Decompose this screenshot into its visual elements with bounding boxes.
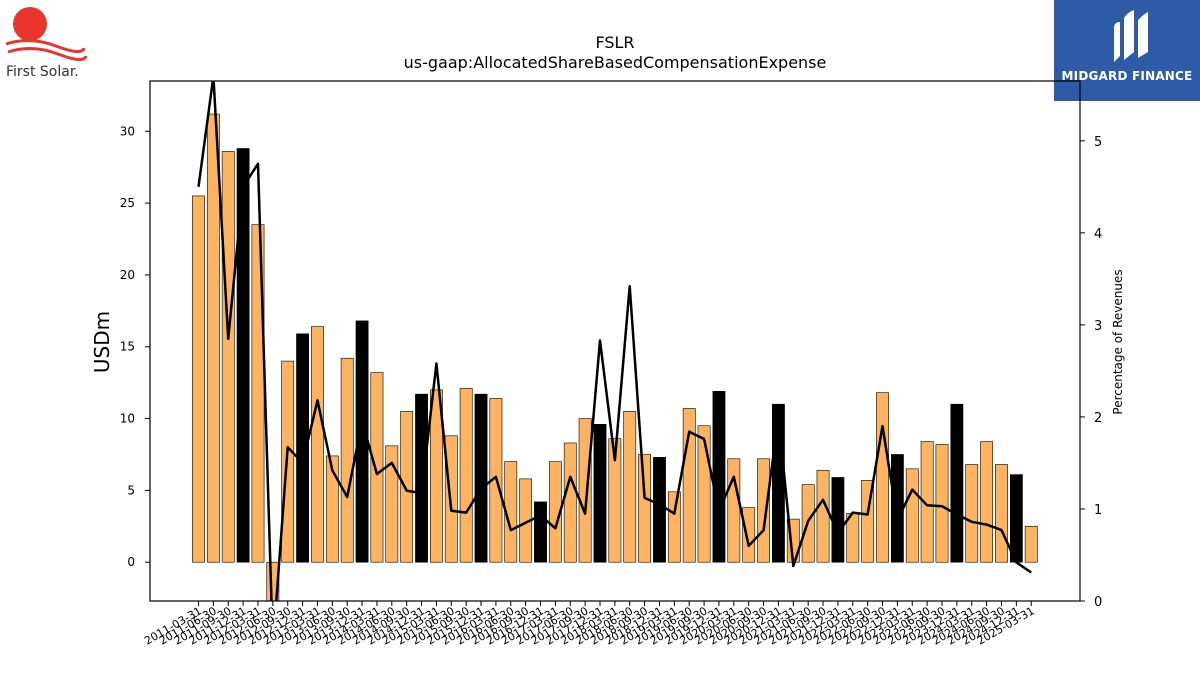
bar (430, 389, 443, 563)
bar (325, 455, 339, 563)
y-tick-label: 25 (120, 196, 135, 210)
bar (192, 195, 205, 563)
midgard-mark-icon (1054, 0, 1200, 101)
y-tick-label: 10 (120, 412, 135, 426)
axes: 0510152025300123452011-03-312011-06-3020… (120, 80, 1102, 648)
y2-tick-label: 0 (1094, 595, 1102, 610)
bar (697, 425, 711, 563)
bar (1024, 526, 1038, 563)
y2-tick-label: 1 (1094, 503, 1102, 518)
percentage-line (197, 81, 1032, 601)
y-tick-label: 20 (120, 268, 135, 282)
bar (474, 393, 488, 563)
y-tick-label: 0 (127, 555, 135, 569)
bar (370, 372, 384, 563)
bar (965, 464, 979, 563)
bar (340, 357, 354, 563)
bar (980, 441, 994, 563)
y-tick-label: 30 (120, 124, 135, 138)
bar (311, 326, 324, 563)
bar (608, 438, 622, 563)
bar (935, 444, 949, 563)
y2-tick-label: 3 (1094, 319, 1102, 334)
bar (846, 513, 860, 563)
midgard-finance-logo: MIDGARD FINANCE (1054, 0, 1200, 101)
y2-tick-label: 4 (1094, 227, 1102, 242)
bar-series (192, 113, 1038, 601)
bar (548, 461, 562, 563)
y-tick-label: 5 (127, 483, 135, 497)
bar (727, 458, 741, 563)
bar (593, 424, 607, 563)
line-series (197, 81, 1032, 601)
bar (995, 464, 1008, 563)
sun-icon (5, 7, 88, 61)
midgard-finance-logo-text: MIDGARD FINANCE (1061, 69, 1193, 83)
bar (816, 469, 830, 563)
bar (385, 445, 399, 563)
bar (221, 151, 235, 563)
y2-axis-label: Percentage of Revenues (1111, 269, 1125, 414)
bar (831, 477, 845, 563)
chart-subtitle: us-gaap:AllocatedShareBasedCompensationE… (404, 53, 827, 72)
bar (415, 393, 428, 563)
bar (400, 411, 414, 563)
y-axis-label: USDm (90, 311, 114, 373)
bar (534, 501, 547, 563)
bar (920, 441, 934, 563)
bar (1009, 474, 1023, 563)
bar (236, 148, 250, 563)
bar (638, 454, 651, 563)
bar (623, 411, 637, 563)
chart-title: FSLR (595, 33, 634, 52)
bar (206, 113, 220, 563)
bar (876, 392, 889, 563)
y2-tick-label: 5 (1094, 135, 1102, 150)
bar (950, 403, 964, 563)
bar (653, 457, 666, 563)
bar (757, 458, 770, 563)
bar (578, 418, 592, 563)
bar (459, 388, 473, 563)
bar (563, 442, 577, 563)
first-solar-logo: First Solar. (0, 0, 100, 90)
bar (905, 468, 919, 563)
bar (712, 390, 726, 563)
bar (667, 491, 681, 563)
bar (742, 507, 756, 563)
bar (296, 333, 309, 563)
y-tick-label: 15 (120, 340, 135, 354)
y2-tick-label: 2 (1094, 411, 1102, 426)
first-solar-logo-text: First Solar. (6, 64, 79, 80)
bar (890, 454, 904, 563)
